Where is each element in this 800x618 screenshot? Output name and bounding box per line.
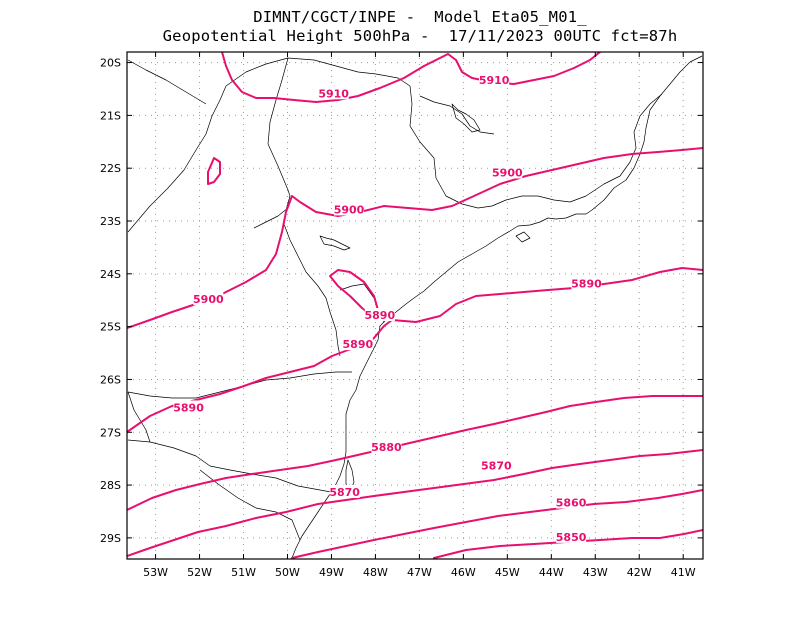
- contour-label-bg: [329, 484, 360, 498]
- contour-label: 5890: [365, 309, 396, 322]
- tick-label-lat: 20S: [100, 57, 121, 70]
- contour-labels: 5910 5910 5900 5900 5900 5890 5890 5890 5890 5880…: [173, 73, 602, 544]
- border-rs-uruguay: [199, 469, 301, 541]
- tick-label-lat: 24S: [100, 268, 121, 281]
- contour-label-bg: [556, 529, 587, 543]
- tick-label-lat: 26S: [100, 373, 121, 386]
- contour-label-bg: [479, 73, 510, 87]
- river-tiete: [419, 95, 495, 135]
- contour-label-bg: [334, 202, 365, 216]
- title-line-1: DIMNT/CGCT/INPE - Model Eta05_M01_: [253, 8, 587, 26]
- border-mg-es: [619, 93, 663, 177]
- contour-label-bg: [571, 276, 602, 290]
- tick-label-lon: 49W: [319, 566, 344, 579]
- tick-label-lon: 44W: [539, 566, 564, 579]
- contour-label-bg: [556, 495, 587, 509]
- border-go-ms: [127, 85, 227, 233]
- border-argentina: [127, 391, 151, 443]
- border-pr-sc: [127, 371, 352, 399]
- contour-5910-north: [221, 52, 601, 103]
- tick-label-lon: 48W: [363, 566, 388, 579]
- tick-label-lat: 22S: [100, 162, 121, 175]
- contour-label-bg: [371, 440, 402, 454]
- border-sc-rs: [127, 439, 343, 495]
- tick-label-lat: 23S: [100, 215, 121, 228]
- tick-label-lat: 29S: [100, 532, 121, 545]
- tick-label-lon: 43W: [583, 566, 608, 579]
- contour-5900-loop: [207, 157, 221, 185]
- island: [515, 231, 531, 243]
- tick-label-lon: 47W: [407, 566, 432, 579]
- tick-label-lat: 27S: [100, 426, 121, 439]
- border-ms-pr: [253, 207, 289, 229]
- contour-label: 5870: [481, 460, 512, 473]
- tick-label-lon: 42W: [627, 566, 652, 579]
- lake-furnas: [451, 103, 481, 133]
- contour-label: 5890: [173, 401, 204, 414]
- tick-label-lat: 25S: [100, 321, 121, 334]
- contour-label: 5850: [556, 531, 587, 544]
- tick-label-lon: 51W: [231, 566, 256, 579]
- border-mt-go: [127, 59, 207, 105]
- border-sp-ms: [267, 57, 291, 197]
- graticule: [127, 52, 703, 559]
- border-mg-rj: [505, 175, 621, 203]
- tick-label-lon: 52W: [187, 566, 212, 579]
- contour-label: 5910: [479, 74, 510, 87]
- title-line-2: Geopotential Height 500hPa - 17/11/2023 …: [162, 27, 678, 45]
- contour-label-bg: [173, 400, 204, 414]
- tick-label-lon: 50W: [275, 566, 300, 579]
- contour-label-bg: [364, 308, 395, 322]
- contour-5880: [127, 395, 703, 511]
- contour-label: 5890: [571, 277, 602, 290]
- contour-5860: [291, 489, 703, 559]
- coastline-and-borders: [127, 55, 703, 559]
- tick-label-lon: 53W: [143, 566, 168, 579]
- contour-label: 5910: [318, 87, 349, 100]
- tick-label-lat: 21S: [100, 109, 121, 122]
- contour-label-bg: [318, 86, 349, 100]
- contour-label-bg: [492, 165, 523, 179]
- axis-ticks: 53W 52W 51W 50W 49W 48W 47W 46W 45W 44W 43W 42W 41W 2…: [100, 52, 703, 579]
- contour-label: 5860: [556, 497, 587, 510]
- contour-label-bg: [193, 292, 224, 306]
- contour-label: 5890: [343, 338, 374, 351]
- contour-label: 5880: [371, 441, 402, 454]
- coastline-south: [291, 325, 381, 559]
- contour-label-bg: [481, 458, 512, 472]
- coastline: [379, 55, 703, 327]
- tick-label-lon: 41W: [671, 566, 696, 579]
- tick-label-lat: 28S: [100, 479, 121, 492]
- contour-label: 5900: [492, 166, 523, 179]
- contour-5870: [127, 449, 703, 557]
- tick-label-lon: 45W: [495, 566, 520, 579]
- border-mg-sp: [225, 57, 507, 209]
- contour-label: 5900: [334, 203, 365, 216]
- contour-label-bg: [342, 337, 373, 351]
- reservoir-itaipu: [319, 235, 351, 251]
- map-frame: [126, 51, 704, 560]
- contour-label: 5870: [329, 486, 360, 499]
- contour-label: 5900: [193, 293, 224, 306]
- tick-label-lon: 46W: [451, 566, 476, 579]
